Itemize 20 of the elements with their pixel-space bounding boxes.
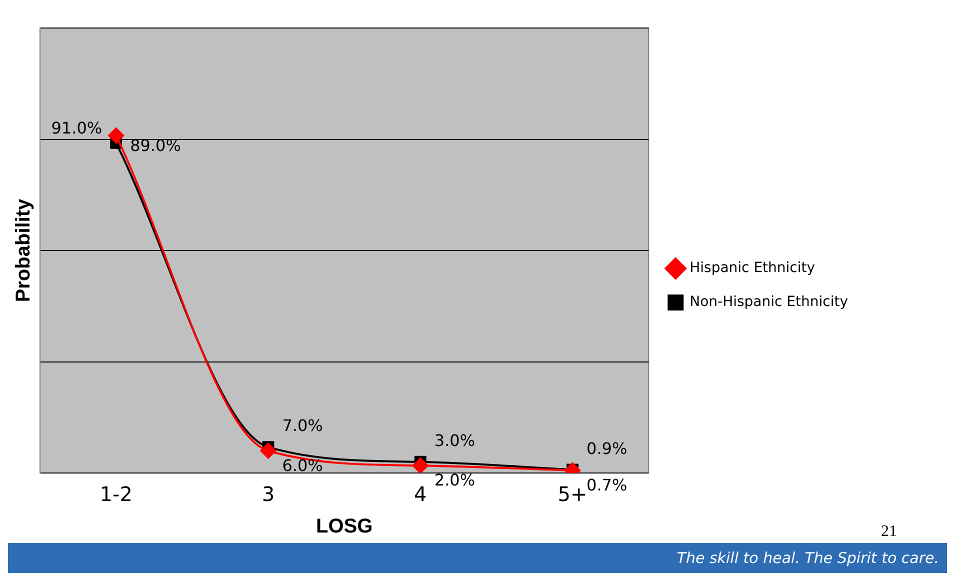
x-tick-label: 1-2 [100,482,132,506]
data-label: 3.0% [434,431,476,450]
x-axis-title: LOSG [316,516,373,538]
data-label: 0.9% [586,438,628,458]
text: 21 [881,523,897,541]
data-label: 91.0% [51,118,102,138]
x-tick-label: 3 [262,482,275,506]
legend-label: Non-Hispanic Ethnicity [690,294,848,310]
point [260,442,276,459]
point [412,458,428,473]
data-label: 2.0% [434,470,476,490]
y-axis-title: Probability [12,198,35,302]
data-label: 6.0% [282,456,323,475]
x-tick-label: 4 [414,482,427,506]
data-label: 7.0% [282,416,323,436]
point [108,128,124,144]
legend-label: Hispanic Ethnicity [690,260,816,276]
data-label: 0.7% [586,476,628,495]
text: The skill to heal. The Spirit to care. [676,549,939,567]
x-tick-label: 5+ [558,482,588,506]
